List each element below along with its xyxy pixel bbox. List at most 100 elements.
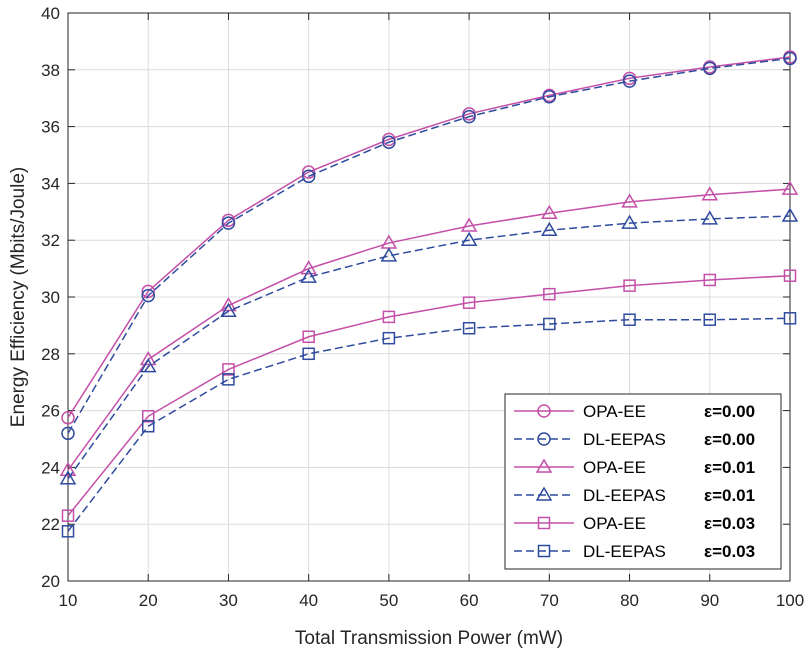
- data-point: [541, 221, 558, 237]
- legend-epsilon: ε=0.01: [704, 458, 755, 477]
- legend-marker: [537, 432, 551, 446]
- legend-label: OPA-EE: [583, 458, 646, 477]
- data-point: [462, 321, 476, 335]
- data-point: [222, 363, 235, 376]
- series-0: [61, 50, 797, 425]
- data-point: [543, 317, 556, 331]
- legend-marker: [537, 404, 551, 418]
- axis-ticks: 10 20 30 40 50 60 70 80 90 1002022242628303234363…: [41, 4, 804, 610]
- series-4: [61, 269, 797, 522]
- series-line: [67, 57, 791, 434]
- data-point: [300, 268, 317, 283]
- y-tick-label: 20: [41, 572, 60, 591]
- y-tick-label: 28: [41, 345, 60, 364]
- x-tick-label: 10: [59, 591, 78, 610]
- data-point: [61, 426, 75, 441]
- data-point: [623, 313, 636, 326]
- data-point: [382, 135, 396, 149]
- data-point: [541, 204, 558, 219]
- series-line: [67, 215, 791, 480]
- data-point: [139, 350, 157, 366]
- y-tick-label: 40: [41, 4, 60, 23]
- legend-label: DL-EEPAS: [583, 430, 666, 449]
- data-point: [380, 247, 398, 262]
- legend-marker: [535, 458, 553, 473]
- x-tick-label: 40: [299, 591, 318, 610]
- data-point: [622, 74, 637, 88]
- legend-entry: DL-EEPAS ε=0.01: [514, 486, 755, 505]
- y-tick-label: 38: [41, 61, 60, 80]
- data-point: [460, 231, 478, 246]
- x-tick-label: 70: [540, 591, 559, 610]
- legend-label: OPA-EE: [583, 514, 646, 533]
- series-line: [67, 317, 791, 532]
- data-point: [141, 288, 155, 303]
- data-point: [61, 525, 75, 538]
- data-point: [462, 296, 476, 309]
- legend-marker: [537, 544, 551, 558]
- y-tick-label: 30: [41, 288, 60, 307]
- legend-entry: DL-EEPAS ε=0.03: [514, 542, 755, 561]
- x-tick-label: 20: [139, 591, 158, 610]
- legend-entry: DL-EEPAS ε=0.00: [514, 430, 755, 449]
- legend-epsilon: ε=0.00: [704, 402, 755, 421]
- data-point: [221, 216, 236, 230]
- series-line: [67, 56, 791, 419]
- data-point: [141, 410, 155, 423]
- data-point: [141, 284, 155, 299]
- data-point: [703, 313, 717, 326]
- data-point: [302, 330, 315, 344]
- legend-epsilon: ε=0.01: [704, 486, 755, 505]
- legend-entry: OPA-EE ε=0.01: [514, 458, 755, 477]
- series-3: [59, 207, 799, 485]
- x-tick-label: 50: [379, 591, 398, 610]
- data-point: [621, 214, 638, 229]
- data-point: [783, 51, 797, 66]
- legend-epsilon: ε=0.00: [704, 430, 755, 449]
- y-tick-label: 24: [41, 458, 60, 477]
- x-tick-label: 80: [620, 591, 639, 610]
- legend-label: OPA-EE: [583, 402, 646, 421]
- x-axis-title: Total Transmission Power (mW): [295, 628, 563, 649]
- data-point: [783, 312, 797, 325]
- legend-box: [504, 393, 782, 570]
- legend-epsilon: ε=0.03: [704, 542, 755, 561]
- data-point: [222, 373, 235, 386]
- legend-label: DL-EEPAS: [583, 486, 666, 505]
- data-point: [623, 279, 636, 292]
- data-point: [621, 193, 638, 208]
- legend-epsilon: ε=0.03: [704, 514, 755, 533]
- data-point: [783, 269, 797, 282]
- series-line: [67, 274, 791, 517]
- series-1: [61, 51, 797, 441]
- data-point: [701, 186, 719, 201]
- series-line: [67, 188, 791, 471]
- data-point: [703, 61, 717, 76]
- series-5: [61, 312, 797, 538]
- data-point: [781, 180, 799, 195]
- legend-marker: [535, 486, 553, 501]
- data-point: [139, 358, 157, 373]
- x-tick-label: 90: [700, 591, 719, 610]
- y-tick-label: 22: [41, 515, 60, 534]
- legend-entry: OPA-EE ε=0.03: [514, 514, 755, 533]
- data-point: [59, 470, 77, 485]
- data-point: [141, 419, 155, 433]
- data-point: [543, 287, 556, 301]
- y-tick-label: 32: [41, 231, 60, 250]
- legend-entry: OPA-EE ε=0.00: [514, 402, 755, 421]
- data-point: [301, 169, 316, 184]
- legend-label: DL-EEPAS: [583, 542, 666, 561]
- data-point: [220, 302, 237, 317]
- data-point: [61, 410, 75, 425]
- data-point: [781, 207, 799, 222]
- x-tick-label: 60: [460, 591, 479, 610]
- data-point: [59, 461, 77, 476]
- data-point: [301, 165, 316, 179]
- y-tick-label: 36: [41, 118, 60, 137]
- y-tick-label: 34: [41, 174, 60, 193]
- data-point: [462, 109, 476, 124]
- data-point: [701, 210, 719, 225]
